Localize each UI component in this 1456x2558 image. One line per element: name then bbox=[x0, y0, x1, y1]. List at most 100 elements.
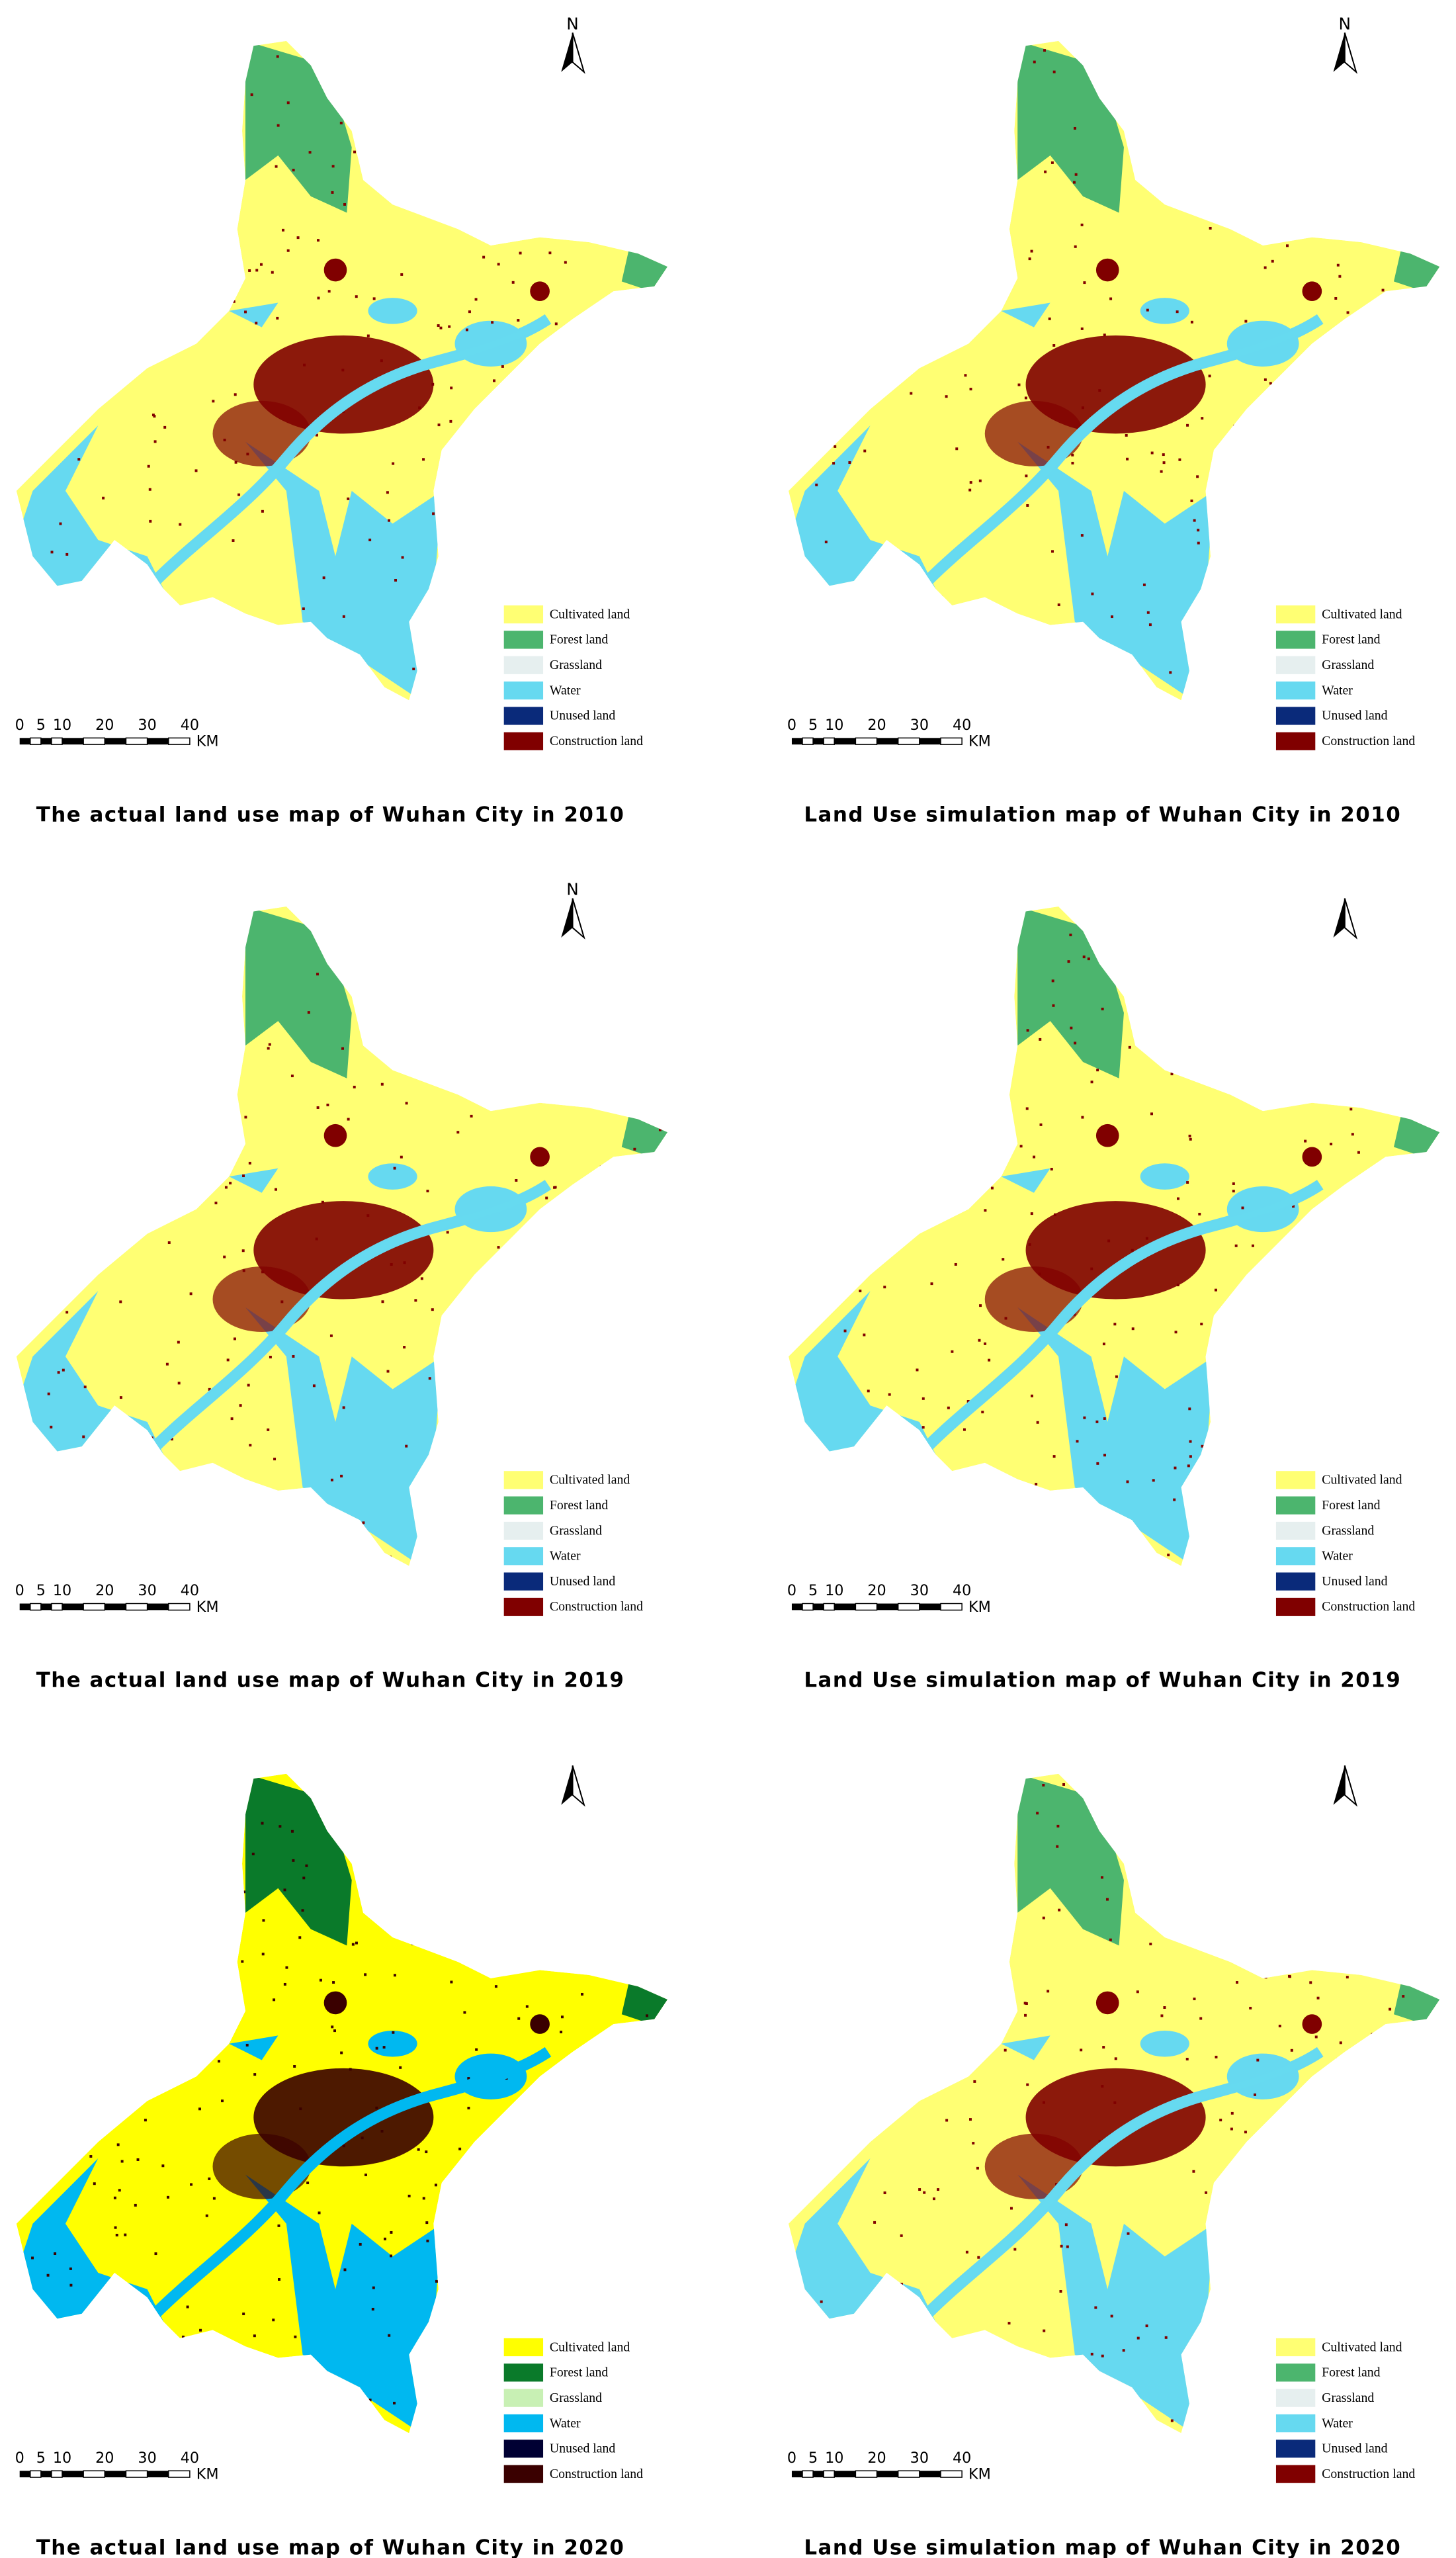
construction-speck bbox=[594, 924, 597, 927]
construction-speck bbox=[804, 1798, 808, 1802]
construction-speck bbox=[636, 504, 639, 507]
construction-speck bbox=[106, 1487, 109, 1491]
scale-label: 10 bbox=[53, 717, 71, 734]
construction-speck bbox=[1335, 509, 1338, 513]
scale-segment bbox=[823, 2470, 835, 2478]
town bbox=[1302, 281, 1322, 302]
construction-speck bbox=[1055, 2183, 1058, 2186]
construction-speck bbox=[472, 2219, 475, 2222]
construction-speck bbox=[204, 2338, 207, 2342]
construction-speck bbox=[1193, 1998, 1196, 2001]
construction-speck bbox=[903, 2057, 906, 2060]
construction-speck bbox=[1402, 499, 1406, 502]
construction-speck bbox=[1080, 2049, 1083, 2052]
construction-speck bbox=[47, 1392, 50, 1395]
construction-speck bbox=[149, 1041, 152, 1045]
construction-speck bbox=[641, 78, 644, 81]
construction-speck bbox=[1067, 960, 1070, 963]
scale-label: 0 bbox=[787, 2449, 796, 2467]
construction-speck bbox=[1190, 320, 1193, 324]
construction-speck bbox=[144, 2119, 147, 2122]
construction-speck bbox=[665, 1073, 667, 1076]
construction-speck bbox=[868, 100, 871, 103]
construction-speck bbox=[1229, 449, 1232, 452]
construction-speck bbox=[114, 2226, 117, 2229]
construction-speck bbox=[1235, 539, 1238, 542]
construction-speck bbox=[1331, 1846, 1334, 1849]
construction-speck bbox=[351, 1943, 355, 1946]
construction-speck bbox=[613, 642, 616, 646]
construction-speck bbox=[1215, 1922, 1219, 1925]
construction-speck bbox=[1435, 1469, 1438, 1472]
construction-speck bbox=[1185, 2058, 1189, 2060]
legend-swatch bbox=[1275, 2389, 1316, 2407]
construction-speck bbox=[341, 369, 345, 372]
scale-segment bbox=[40, 738, 52, 745]
construction-speck bbox=[574, 1032, 578, 1036]
construction-speck bbox=[1319, 1065, 1322, 1068]
construction-speck bbox=[1028, 1243, 1031, 1246]
construction-speck bbox=[251, 1853, 255, 1855]
construction-speck bbox=[1090, 1507, 1093, 1511]
construction-speck bbox=[181, 2335, 185, 2338]
construction-speck bbox=[50, 551, 54, 554]
legend-label: Water bbox=[550, 2416, 581, 2430]
construction-speck bbox=[1051, 2367, 1054, 2371]
construction-speck bbox=[69, 2283, 73, 2287]
construction-speck bbox=[368, 2399, 372, 2402]
construction-speck bbox=[322, 2431, 325, 2434]
construction-speck bbox=[1019, 1145, 1023, 1148]
construction-speck bbox=[437, 423, 441, 427]
construction-speck bbox=[1117, 2412, 1121, 2415]
construction-speck bbox=[582, 580, 585, 583]
scale-label: 0 bbox=[15, 1582, 24, 1599]
construction-speck bbox=[1316, 956, 1320, 959]
construction-speck bbox=[925, 1938, 928, 1941]
construction-speck bbox=[1306, 47, 1309, 50]
construction-speck bbox=[1394, 1033, 1398, 1036]
construction-speck bbox=[1306, 466, 1309, 470]
construction-speck bbox=[505, 1382, 508, 1386]
construction-speck bbox=[979, 1304, 982, 1307]
construction-speck bbox=[1061, 679, 1064, 682]
construction-speck bbox=[1173, 1498, 1176, 1501]
construction-speck bbox=[1104, 940, 1107, 943]
construction-speck bbox=[470, 636, 473, 639]
scale-segment bbox=[791, 1603, 803, 1610]
town bbox=[1095, 1124, 1119, 1147]
construction-speck bbox=[896, 1886, 899, 1890]
construction-speck bbox=[430, 136, 433, 140]
construction-speck bbox=[558, 1321, 562, 1324]
construction-speck bbox=[1287, 1260, 1291, 1264]
construction-speck bbox=[1193, 986, 1197, 989]
construction-speck bbox=[316, 929, 319, 932]
construction-speck bbox=[1385, 517, 1389, 521]
construction-speck bbox=[343, 202, 346, 206]
construction-speck bbox=[340, 944, 343, 947]
river bbox=[925, 1182, 1322, 1449]
construction-speck bbox=[550, 201, 554, 204]
construction-speck bbox=[1272, 661, 1275, 664]
construction-speck bbox=[227, 1150, 230, 1153]
construction-speck bbox=[1346, 1067, 1349, 1071]
construction-speck bbox=[541, 154, 544, 157]
construction-speck bbox=[474, 298, 478, 301]
construction-speck bbox=[382, 2046, 386, 2049]
construction-speck bbox=[428, 1377, 431, 1380]
construction-speck bbox=[71, 47, 75, 50]
construction-speck bbox=[1188, 1407, 1191, 1411]
construction-speck bbox=[1401, 2035, 1404, 2038]
construction-speck bbox=[42, 2148, 46, 2152]
construction-speck bbox=[1429, 1920, 1432, 1923]
construction-speck bbox=[1405, 2367, 1408, 2371]
construction-speck bbox=[77, 458, 81, 461]
legend-label: Forest land bbox=[1322, 1498, 1381, 1513]
construction-speck bbox=[862, 373, 865, 376]
construction-speck bbox=[608, 1361, 611, 1364]
construction-speck bbox=[893, 630, 896, 633]
construction-speck bbox=[1365, 523, 1369, 527]
construction-speck bbox=[578, 2227, 581, 2230]
water-area bbox=[245, 441, 442, 701]
construction-speck bbox=[890, 1000, 893, 1004]
